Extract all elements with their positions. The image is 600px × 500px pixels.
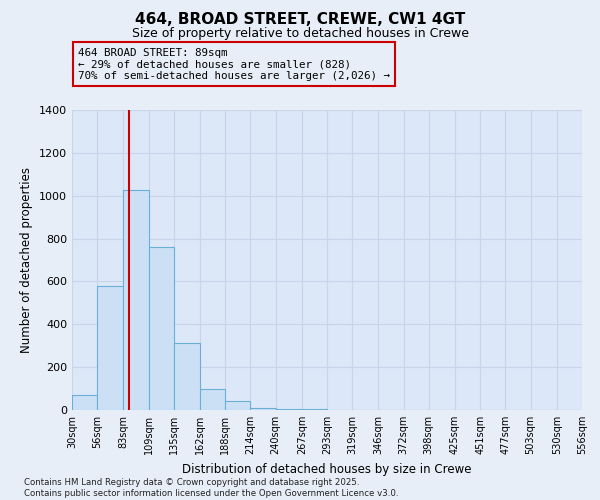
Bar (97, 286, 124, 410)
Text: 464, BROAD STREET, CREWE, CW1 4GT: 464, BROAD STREET, CREWE, CW1 4GT (135, 12, 465, 28)
Text: Size of property relative to detached houses in Crewe: Size of property relative to detached ho… (131, 28, 469, 40)
Bar (72, 395, 97, 410)
X-axis label: Distribution of detached houses by size in Crewe: Distribution of detached houses by size … (182, 462, 472, 475)
Bar (225, 402, 250, 410)
Text: Contains HM Land Registry data © Crown copyright and database right 2025.
Contai: Contains HM Land Registry data © Crown c… (24, 478, 398, 498)
Bar (275, 409, 302, 410)
Bar (149, 247, 174, 410)
Bar (124, 190, 149, 410)
Bar (174, 342, 200, 410)
Text: 464 BROAD STREET: 89sqm
← 29% of detached houses are smaller (828)
70% of semi-d: 464 BROAD STREET: 89sqm ← 29% of detache… (78, 48, 390, 80)
Bar (250, 408, 275, 410)
Y-axis label: Number of detached properties: Number of detached properties (20, 167, 34, 353)
Bar (200, 388, 225, 410)
